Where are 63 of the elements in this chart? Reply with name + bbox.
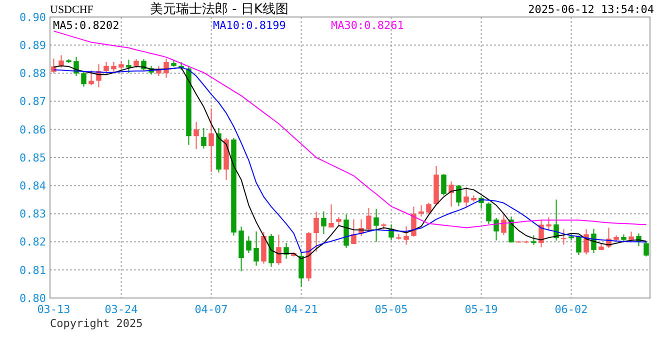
candlestick: [104, 61, 109, 74]
candlestick: [194, 121, 199, 150]
text: 2025-06-12 13:54:04: [528, 3, 654, 16]
candlestick: [501, 213, 506, 236]
y-tick-label: 0.80: [20, 292, 46, 305]
y-tick-label: 0.84: [20, 179, 46, 192]
text: MA10:0.8199: [213, 19, 286, 32]
candlestick: [126, 59, 132, 74]
candlestick: [164, 58, 169, 78]
candlestick: [246, 236, 252, 254]
candlestick: [81, 71, 86, 88]
candlestick: [374, 208, 379, 242]
x-tick-label: 03-24: [104, 303, 138, 316]
candlestick: [546, 216, 552, 232]
candlestick: [328, 204, 334, 228]
x-tick-label: 06-02: [554, 303, 588, 316]
candlestick: [486, 202, 492, 225]
y-tick-label: 0.81: [20, 264, 46, 277]
candlestick: [111, 61, 116, 72]
text: USDCHF: [50, 4, 94, 16]
candlestick: [254, 230, 259, 266]
candlestick: [426, 202, 432, 214]
candlestick: [464, 186, 469, 208]
y-tick-label: 0.85: [20, 151, 46, 164]
y-tick-label: 0.87: [20, 95, 46, 108]
y-tick-label: 0.88: [20, 67, 46, 80]
text: Copyright 2025: [50, 317, 143, 330]
candlestick: [298, 251, 304, 288]
candlestick: [561, 228, 566, 246]
candlestick: [418, 204, 424, 218]
candlestick: [591, 228, 596, 254]
candlestick: [141, 58, 146, 71]
y-tick-label: 0.82: [20, 236, 46, 249]
y-tick-label: 0.90: [20, 10, 46, 24]
chart-title: 美元瑞士法郎 - 日K线图: [150, 1, 288, 17]
y-tick-label: 0.89: [20, 38, 46, 52]
candlestick: [411, 206, 416, 238]
candlestick: [366, 208, 372, 232]
candlestick: [314, 211, 319, 252]
candlestick: [531, 234, 536, 246]
candlestick: [321, 210, 326, 235]
text: MA5:0.8202: [53, 19, 120, 32]
y-tick-label: 0.83: [20, 208, 46, 221]
x-tick-label: 04-07: [194, 303, 228, 316]
candlestick: [494, 217, 499, 241]
text: MA30:0.8261: [331, 19, 404, 32]
x-tick-label: 03-13: [37, 303, 70, 316]
candlestick: [208, 108, 214, 173]
candlestick: [644, 240, 649, 257]
candlestick: [201, 127, 206, 150]
y-tick-label: 0.86: [20, 123, 46, 136]
candlestick: [404, 226, 409, 246]
candlestick: [351, 218, 356, 245]
x-tick-label: 05-05: [374, 303, 408, 316]
candlestick: [88, 70, 94, 86]
x-tick-label: 05-19: [464, 303, 498, 316]
candlestick: [456, 184, 462, 207]
candlestick: [576, 235, 582, 256]
candlestick: [284, 242, 289, 260]
x-tick-label: 04-21: [284, 303, 318, 316]
candlestick: [276, 234, 282, 266]
candlestick: [441, 174, 446, 196]
candlestick: [584, 228, 589, 255]
